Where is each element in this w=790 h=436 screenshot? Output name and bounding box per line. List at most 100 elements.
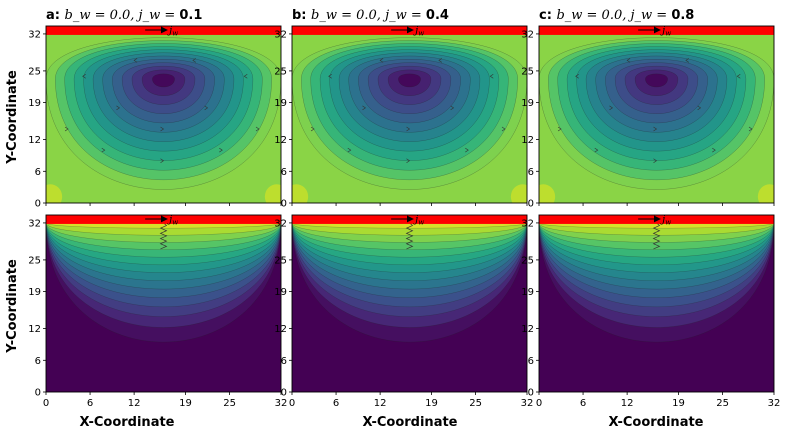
- panel-c-row2: [539, 215, 774, 392]
- lid-contour-14: [292, 222, 527, 229]
- streamline-arrow-4: [204, 105, 209, 111]
- streamline-arrow-7: [653, 158, 658, 163]
- streamline-arrow-1: [594, 147, 599, 153]
- x-axis-label-b: X-Coordinate: [363, 415, 458, 430]
- axes-frame: [538, 214, 775, 393]
- panel-a-row2: [46, 215, 281, 392]
- y-tick-label: 32: [28, 218, 41, 229]
- y-tick-label: 32: [521, 218, 534, 229]
- streamline-arrow-3: [609, 105, 613, 111]
- axes-frame: [45, 25, 282, 204]
- y-tick-label: 12: [274, 324, 287, 335]
- y-tick-label: 25: [274, 255, 287, 266]
- x-tick-label: 19: [672, 398, 685, 409]
- y-tick-label: 25: [274, 66, 287, 77]
- corner-patch-left: [292, 184, 309, 203]
- x-tick-label: 25: [716, 398, 729, 409]
- lid-contour-14: [539, 222, 774, 229]
- corner-patch-right: [510, 184, 527, 203]
- y-tick-label: 6: [35, 356, 41, 367]
- x-axis-label-a: X-Coordinate: [80, 415, 175, 430]
- y-tick-label: 12: [274, 135, 287, 146]
- x-tick-label: 32: [521, 398, 534, 409]
- axes-frame: [538, 25, 775, 204]
- y-tick-label: 12: [521, 135, 534, 146]
- streamline-arrow-4: [450, 105, 455, 111]
- streamline-arrow-12: [501, 126, 506, 132]
- x-tick-label: 6: [87, 398, 93, 409]
- panel-b-row2: [292, 215, 527, 392]
- x-tick-label: 32: [768, 398, 781, 409]
- x-tick-label: 19: [425, 398, 438, 409]
- y-tick-label: 19: [28, 98, 41, 109]
- streamline-arrow-11: [64, 126, 69, 132]
- y-tick-label: 32: [274, 29, 287, 40]
- axes-frame: [291, 25, 528, 204]
- streamline-arrow-4: [697, 105, 702, 111]
- streamline-arrow-10: [438, 58, 443, 63]
- y-tick-label: 25: [28, 66, 41, 77]
- x-tick-label: 0: [43, 398, 49, 409]
- lid-velocity-label: jw: [660, 214, 671, 226]
- y-tick-label: 19: [274, 98, 287, 109]
- y-tick-label: 12: [521, 324, 534, 335]
- streamline-arrow-5: [82, 73, 86, 79]
- streamline-arrow-7: [160, 158, 165, 163]
- y-tick-label: 6: [35, 167, 41, 178]
- axes-frame: [45, 214, 282, 393]
- panel-title-a: a: b_w = 0.0, j_w = 0.1: [46, 8, 202, 23]
- y-tick-label: 12: [28, 135, 41, 146]
- y-tick-label: 25: [521, 255, 534, 266]
- y-tick-label: 25: [521, 66, 534, 77]
- lid-contour-14: [46, 222, 281, 229]
- streamline-arrow-5: [328, 73, 332, 79]
- y-tick-label: 6: [528, 167, 534, 178]
- streamline-arrow-9: [626, 58, 631, 63]
- y-tick-label: 6: [528, 356, 534, 367]
- lid-velocity-label: jw: [413, 25, 424, 37]
- x-tick-label: 12: [374, 398, 387, 409]
- y-tick-label: 0: [281, 388, 287, 399]
- x-axis-label-c: X-Coordinate: [609, 415, 704, 430]
- panel-b-row1: [292, 26, 527, 203]
- x-tick-label: 32: [275, 398, 288, 409]
- streamline-arrow-8: [406, 126, 411, 132]
- streamline-arrow-1: [101, 147, 106, 153]
- y-tick-label: 0: [281, 199, 287, 210]
- panel-c-row1: [539, 26, 774, 203]
- x-tick-label: 0: [536, 398, 542, 409]
- y-tick-label: 6: [281, 167, 287, 178]
- vortex-contour-12: [398, 73, 421, 88]
- streamline-arrow-2: [465, 147, 469, 153]
- lid-velocity-label: jw: [413, 214, 424, 226]
- y-tick-label: 6: [281, 356, 287, 367]
- x-tick-label: 12: [128, 398, 141, 409]
- streamline-arrow-9: [133, 58, 138, 63]
- streamline-arrow-2: [219, 147, 223, 153]
- lid-velocity-label: jw: [660, 25, 671, 37]
- vortex-contour-12: [645, 73, 668, 88]
- streamline-arrow-11: [557, 126, 562, 132]
- y-tick-label: 0: [35, 199, 41, 210]
- y-tick-label: 32: [28, 29, 41, 40]
- y-tick-label: 19: [28, 287, 41, 298]
- y-tick-label: 19: [274, 287, 287, 298]
- axes-frame: [291, 214, 528, 393]
- streamline-arrow-9: [379, 58, 384, 63]
- streamline-arrow-10: [685, 58, 690, 63]
- vortex-contour-12: [152, 73, 175, 88]
- corner-patch-left: [46, 184, 63, 203]
- x-tick-label: 6: [580, 398, 586, 409]
- streamline-arrow-6: [243, 73, 248, 79]
- streamline-arrow-3: [116, 105, 120, 111]
- y-axis-label-top: Y-Coordinate: [5, 70, 20, 165]
- streamline-zigzag: [652, 222, 661, 250]
- streamline-zigzag: [159, 222, 168, 250]
- streamline-arrow-8: [160, 126, 165, 132]
- lid-velocity-label: jw: [167, 214, 178, 226]
- streamline-arrow-6: [736, 73, 741, 79]
- panel-title-c: c: b_w = 0.0, j_w = 0.8: [539, 8, 694, 23]
- corner-patch-right: [757, 184, 774, 203]
- y-tick-label: 32: [521, 29, 534, 40]
- panel-a-row1: [46, 26, 281, 203]
